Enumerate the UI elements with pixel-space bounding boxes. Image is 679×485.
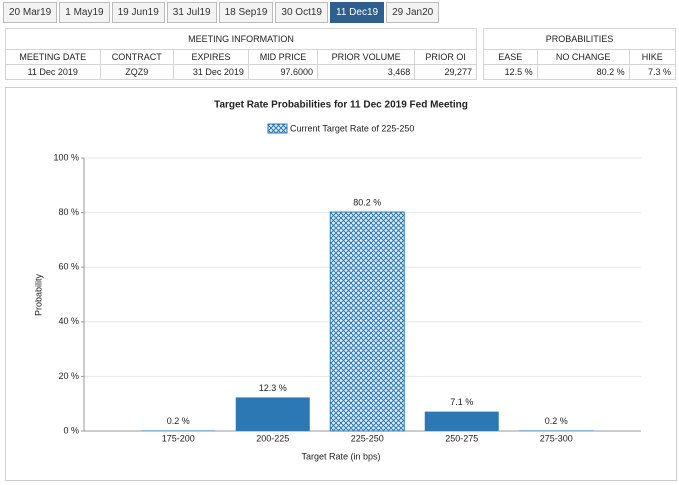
legend-label: Current Target Rate of 225-250: [290, 123, 414, 133]
meeting-info-table: MEETING INFORMATION MEETING DATE CONTRACT E…: [5, 28, 477, 80]
x-tick-label: 275-300: [540, 433, 573, 443]
x-tick-label: 175-200: [162, 433, 195, 443]
probabilities-table: PROBABILITIES EASE NO CHANGE HIKE 12.5 % 80.2…: [483, 28, 677, 80]
value-label: 80.2 %: [353, 197, 381, 207]
column-header: NO CHANGE: [536, 49, 630, 65]
bar: [235, 397, 310, 431]
y-tick-label: 60 %: [58, 262, 79, 272]
y-axis-title: Probability: [33, 273, 43, 316]
title-row: PROBABILITIES: [483, 28, 676, 50]
tab[interactable]: 19 Jun19: [111, 2, 165, 23]
y-tick-label: 20 %: [58, 371, 79, 381]
data-row: 12.5 % 80.2 % 7.3 %: [483, 64, 677, 80]
x-axis-title: Target Rate (in bps): [301, 451, 380, 461]
bar: [329, 211, 405, 432]
cell: 31 Dec 2019: [173, 64, 249, 80]
y-tick-label: 0 %: [63, 425, 79, 435]
chart-panel: Target Rate Probabilities for 11 Dec 201…: [5, 87, 677, 481]
y-tick-label: 100 %: [53, 152, 79, 162]
tab[interactable]: 30 Oct19: [275, 2, 328, 23]
tab[interactable]: 20 Mar19: [3, 2, 58, 23]
column-header: PRIOR OI: [414, 49, 477, 65]
column-header: EXPIRES: [173, 49, 249, 65]
bar: [424, 411, 499, 431]
y-tick-label: 40 %: [58, 316, 79, 326]
bar: [141, 430, 216, 431]
x-tick-label: 250-275: [445, 433, 478, 443]
column-header: MID PRICE: [247, 49, 319, 65]
table-title: PROBABILITIES: [483, 28, 676, 50]
tab[interactable]: 18 Sep19: [218, 2, 274, 23]
column-header: CONTRACT: [99, 49, 175, 65]
column-header: MEETING DATE: [5, 49, 101, 65]
column-header: EASE: [483, 49, 538, 65]
cell: 11 Dec 2019: [5, 64, 101, 80]
tab[interactable]: 1 May19: [59, 2, 110, 23]
header-row: MEETING DATE CONTRACT EXPIRES MID PRICE PRIO…: [5, 49, 477, 65]
value-label: 7.1 %: [450, 397, 473, 407]
table-title: MEETING INFORMATION: [5, 28, 477, 50]
cell: 3,468: [317, 64, 416, 80]
chart-title: Target Rate Probabilities for 11 Dec 201…: [214, 100, 468, 111]
tab[interactable]: 11 Dec19: [330, 2, 385, 23]
data-row: 11 Dec 2019 ZQZ9 31 Dec 2019 97.6000 3,468 29…: [5, 64, 477, 80]
column-header: PRIOR VOLUME: [317, 49, 416, 65]
tab-bar: 20 Mar19 1 May19 19 Jun19 31 Jul19 18 Sep19 3…: [3, 2, 440, 23]
title-row: MEETING INFORMATION: [5, 28, 477, 50]
cell: 12.5 %: [483, 64, 538, 80]
cell: 7.3 %: [628, 64, 677, 80]
x-tick-label: 200-225: [256, 433, 289, 443]
column-header: HIKE: [628, 49, 677, 65]
tab[interactable]: 29 Jan20: [386, 2, 440, 23]
value-label: 12.3 %: [259, 383, 287, 393]
cell: 80.2 %: [536, 64, 630, 80]
cell: 97.6000: [247, 64, 319, 80]
cell: 29,277: [414, 64, 477, 80]
bar: [519, 430, 594, 431]
y-tick-label: 80 %: [58, 207, 79, 217]
value-label: 0.2 %: [167, 416, 190, 426]
value-label: 0.2 %: [545, 416, 568, 426]
header-row: EASE NO CHANGE HIKE: [483, 49, 677, 65]
cell: ZQZ9: [99, 64, 175, 80]
x-tick-label: 225-250: [351, 433, 384, 443]
legend-swatch: [267, 123, 288, 134]
tab[interactable]: 31 Jul19: [166, 2, 217, 23]
chart: Target Rate Probabilities for 11 Dec 201…: [33, 100, 641, 461]
